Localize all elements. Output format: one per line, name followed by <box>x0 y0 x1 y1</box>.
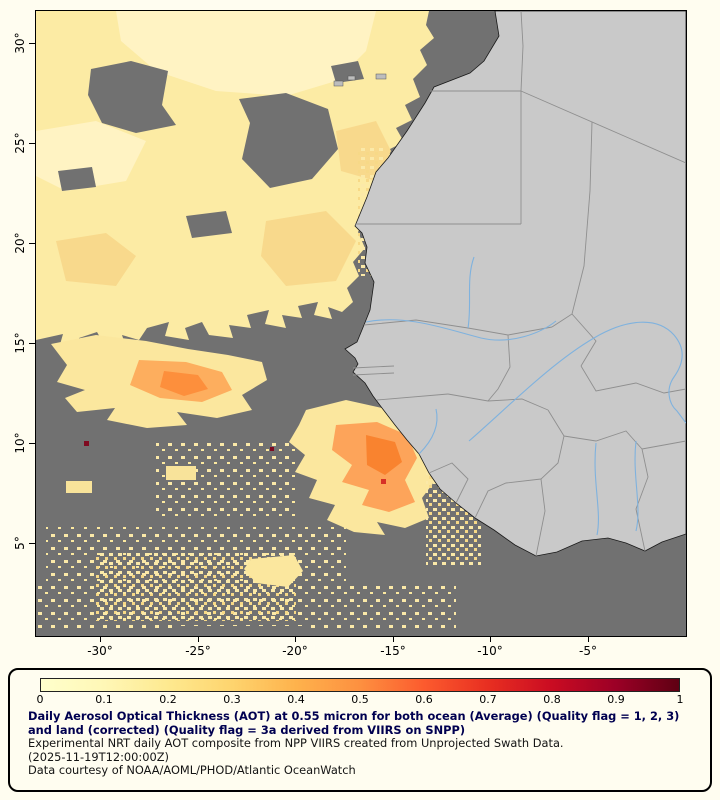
lon-tick-label: -15° <box>380 644 406 658</box>
colorbar-tick-label: 0.4 <box>287 693 305 706</box>
colorbar-tick-label: 0.3 <box>223 693 241 706</box>
lat-tick-label: 30° <box>13 32 27 54</box>
country-borders <box>352 11 686 557</box>
colorbar-tick-label: 0.5 <box>351 693 369 706</box>
lat-tick <box>29 543 35 544</box>
colorbar-gradient <box>40 678 680 692</box>
lon-tick-label: -5° <box>579 644 597 658</box>
lon-tick-label: -30° <box>87 644 113 658</box>
lon-tick-label: -20° <box>282 644 308 658</box>
colorbar: 0 0.1 0.2 0.3 0.4 0.5 0.6 0.7 0.8 0.9 1 <box>36 678 684 707</box>
lon-tick <box>490 636 491 642</box>
lat-tick-label: 25° <box>13 132 27 154</box>
lon-tick-label: -10° <box>477 644 503 658</box>
lat-tick <box>29 443 35 444</box>
map-frame <box>35 10 687 637</box>
lat-tick <box>29 243 35 244</box>
caption-subtitle: Experimental NRT daily AOT composite fro… <box>28 736 564 751</box>
colorbar-tick-labels: 0 0.1 0.2 0.3 0.4 0.5 0.6 0.7 0.8 0.9 1 <box>36 692 684 707</box>
lon-tick <box>295 636 296 642</box>
colorbar-tick-label: 0.7 <box>479 693 497 706</box>
caption-title: Daily Aerosol Optical Thickness (AOT) at… <box>28 709 680 737</box>
lon-tick <box>198 636 199 642</box>
colorbar-tick-label: 0.6 <box>415 693 433 706</box>
caption-block: Daily Aerosol Optical Thickness (AOT) at… <box>28 709 694 778</box>
coastline <box>344 11 686 557</box>
colorbar-tick-label: 1 <box>676 693 684 706</box>
lon-tick <box>393 636 394 642</box>
colorbar-tick-label: 0.2 <box>159 693 177 706</box>
lat-tick-label: 5° <box>13 536 27 550</box>
aot-data-layer <box>36 11 481 631</box>
lat-tick <box>29 343 35 344</box>
lat-tick <box>29 143 35 144</box>
land-layer <box>344 11 686 557</box>
colorbar-tick-label: 0.1 <box>95 693 113 706</box>
lat-tick-label: 20° <box>13 232 27 254</box>
lon-tick-label: -25° <box>185 644 211 658</box>
caption-credit: Data courtesy of NOAA/AOML/PHOD/Atlantic… <box>28 763 356 778</box>
lon-tick <box>588 636 589 642</box>
colorbar-tick-label: 0.9 <box>607 693 625 706</box>
colorbar-tick-label: 0 <box>36 693 44 706</box>
lon-tick <box>100 636 101 642</box>
legend-panel: 0 0.1 0.2 0.3 0.4 0.5 0.6 0.7 0.8 0.9 1 … <box>8 668 712 792</box>
lat-tick <box>29 43 35 44</box>
caption-timestamp: (2025-11-19T12:00:00Z) <box>28 749 170 764</box>
lat-tick-label: 10° <box>13 432 27 454</box>
rivers <box>365 256 686 536</box>
lat-tick-label: 15° <box>13 332 27 354</box>
colorbar-tick-label: 0.8 <box>543 693 561 706</box>
aot-map-canvas <box>36 11 686 636</box>
